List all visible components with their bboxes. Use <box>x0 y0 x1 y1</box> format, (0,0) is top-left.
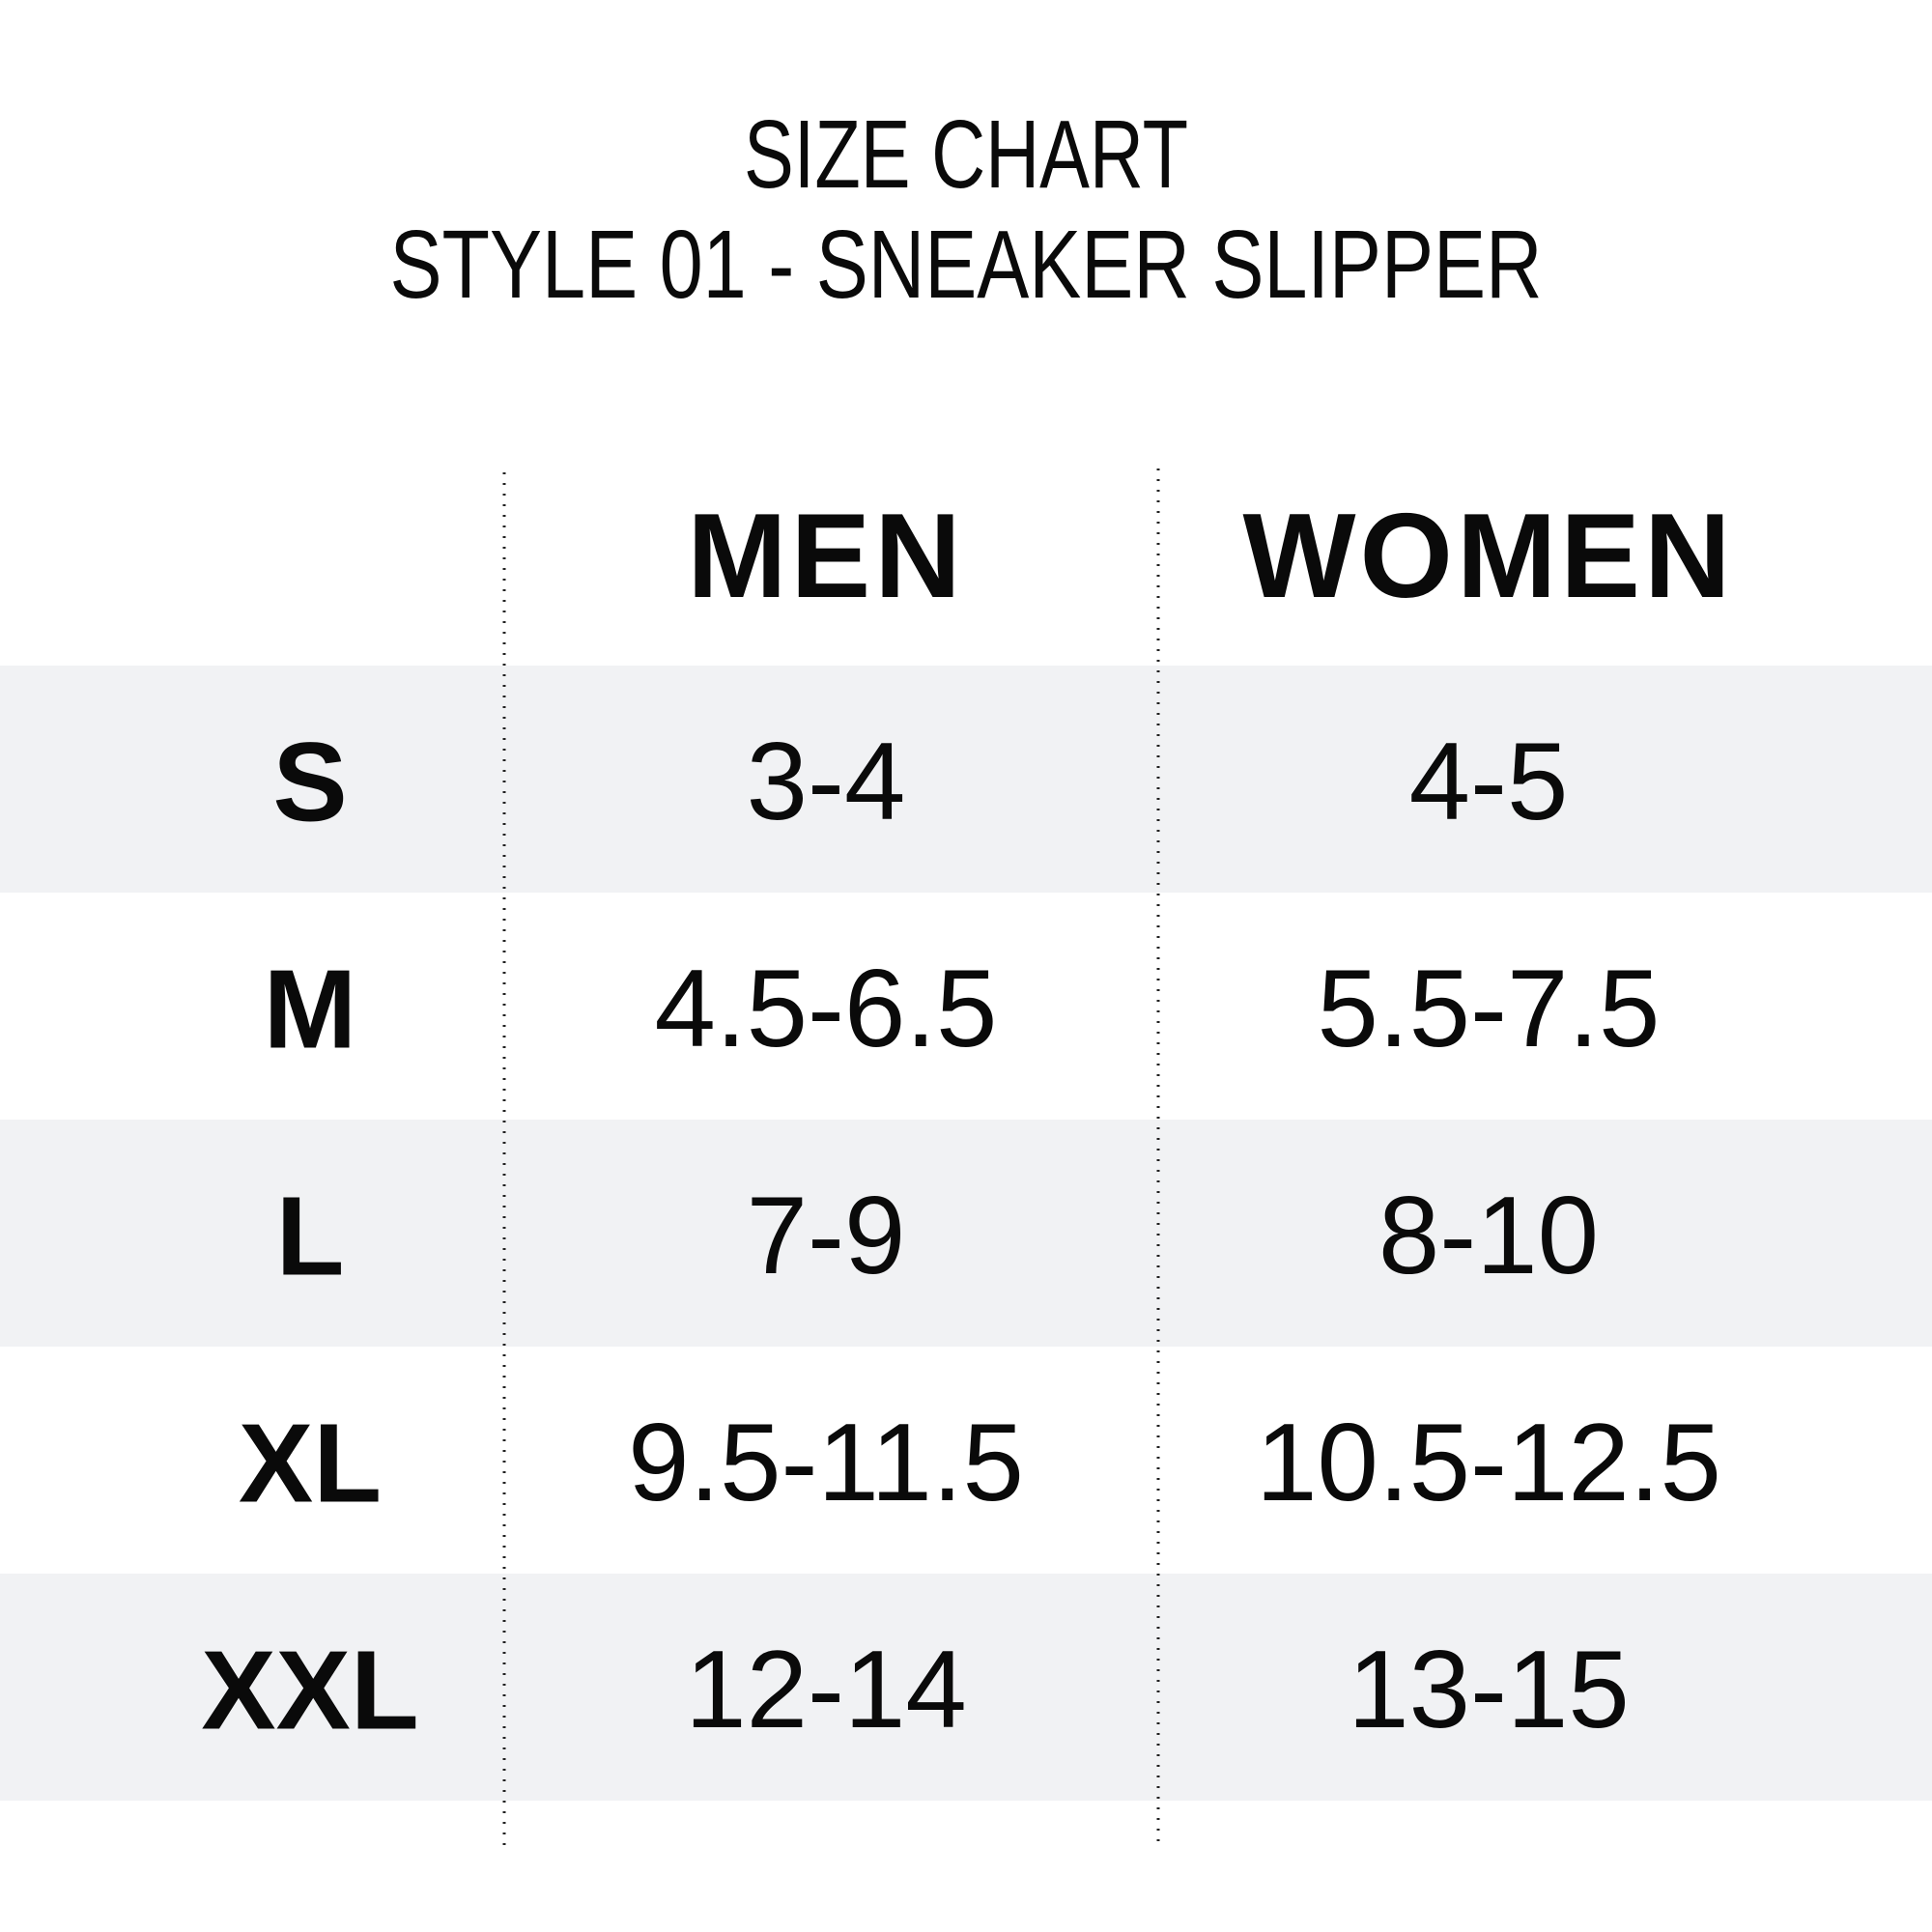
size-value: 13-15 <box>1348 1629 1630 1751</box>
column-header: MEN <box>687 490 965 623</box>
size-label: XL <box>239 1401 382 1526</box>
size-value: 8-10 <box>1378 1175 1599 1297</box>
size-value: 10.5-12.5 <box>1256 1402 1721 1524</box>
row-bands <box>0 666 1932 1801</box>
size-value: 4-5 <box>1409 721 1569 843</box>
row-band <box>0 666 1932 893</box>
column-header: WOMEN <box>1242 490 1734 623</box>
size-value: 3-4 <box>747 721 906 843</box>
row-band <box>0 1574 1932 1801</box>
size-label: L <box>276 1174 345 1299</box>
size-value: 4.5-6.5 <box>655 948 998 1070</box>
size-label: S <box>272 720 347 845</box>
size-value: 12-14 <box>685 1629 967 1751</box>
size-value: 9.5-11.5 <box>628 1402 1024 1524</box>
size-label: M <box>264 947 357 1072</box>
title: SIZE CHART <box>744 100 1188 209</box>
size-label: XXL <box>201 1628 419 1753</box>
row-band <box>0 1120 1932 1347</box>
size-value: 5.5-7.5 <box>1318 948 1661 1070</box>
size-value: 7-9 <box>747 1175 906 1297</box>
subtitle: STYLE 01 - SNEAKER SLIPPER <box>390 211 1543 319</box>
